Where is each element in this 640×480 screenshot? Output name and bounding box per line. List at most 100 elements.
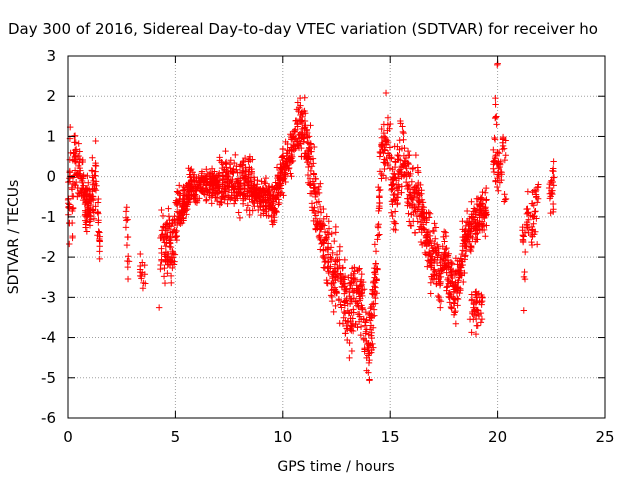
data-point [532, 188, 539, 195]
data-point [378, 134, 386, 141]
data-point [416, 223, 424, 230]
data-point [472, 330, 480, 338]
data-point [325, 218, 332, 225]
data-point [468, 198, 475, 205]
data-point [476, 214, 483, 221]
data-point [123, 241, 131, 249]
data-point [275, 199, 283, 207]
data-point [268, 213, 275, 221]
data-point [249, 207, 256, 214]
data-point [270, 217, 278, 224]
data-point [440, 228, 448, 235]
data-point [376, 194, 383, 201]
data-point [445, 277, 453, 285]
data-point [494, 160, 501, 167]
data-point [346, 354, 353, 362]
data-point [418, 190, 425, 198]
data-point [368, 334, 375, 342]
data-point [122, 224, 130, 231]
data-point [359, 304, 366, 311]
data-point [92, 203, 99, 210]
data-point [357, 295, 364, 302]
data-point [236, 214, 244, 222]
data-point [371, 241, 379, 248]
data-point [372, 300, 379, 307]
data-point [302, 110, 309, 117]
data-point [225, 186, 233, 194]
data-point [232, 182, 239, 190]
data-point [424, 263, 431, 270]
data-point [425, 228, 433, 236]
data-point [72, 182, 79, 189]
data-point [394, 187, 402, 194]
data-point [137, 250, 144, 258]
data-point [92, 137, 99, 145]
data-point [338, 304, 345, 311]
data-point [383, 141, 390, 148]
data-point [412, 183, 420, 190]
data-point [158, 227, 166, 234]
data-point [408, 204, 416, 211]
data-point [282, 138, 289, 146]
data-point [396, 137, 403, 144]
x-tick-label: 0 [63, 428, 73, 446]
data-point [398, 164, 406, 171]
data-point [378, 143, 385, 150]
data-point [257, 203, 264, 210]
data-point [358, 276, 365, 284]
data-point [402, 154, 410, 162]
data-point [520, 307, 527, 314]
data-point [457, 264, 464, 271]
data-point [273, 164, 281, 171]
data-point [163, 219, 170, 227]
data-point [347, 281, 354, 289]
data-point [260, 186, 267, 194]
data-point [352, 320, 359, 328]
data-point [248, 165, 255, 173]
data-point [72, 146, 80, 153]
data-point [353, 285, 360, 293]
data-point [405, 210, 412, 217]
data-point [229, 176, 236, 183]
data-point [242, 168, 250, 175]
data-point [310, 217, 317, 225]
data-point [194, 184, 201, 192]
data-point [427, 238, 434, 245]
data-point [177, 191, 184, 199]
data-point [372, 260, 379, 268]
data-point [432, 235, 439, 242]
data-point [166, 240, 174, 247]
data-point [304, 147, 312, 154]
data-point [87, 212, 95, 220]
data-point [159, 231, 166, 238]
data-point [224, 200, 231, 207]
data-point [360, 336, 368, 343]
data-point [170, 228, 177, 235]
data-point [482, 233, 489, 240]
data-point [320, 205, 327, 213]
data-point [348, 274, 355, 281]
data-point [325, 269, 333, 277]
data-point [421, 240, 428, 247]
data-point [301, 124, 309, 131]
data-point [227, 156, 235, 164]
data-point [395, 152, 403, 160]
data-point [325, 225, 333, 232]
data-point [472, 219, 479, 227]
data-point [337, 270, 344, 277]
data-point [211, 188, 218, 196]
data-point [268, 186, 276, 193]
data-point [461, 237, 468, 244]
data-point [78, 175, 85, 182]
data-point [480, 211, 487, 219]
data-point [233, 162, 240, 170]
data-point [138, 275, 145, 282]
data-point [361, 322, 369, 329]
data-point [355, 266, 363, 273]
data-point [232, 197, 239, 204]
data-point [389, 212, 396, 220]
data-point [412, 151, 420, 159]
data-point [493, 183, 501, 191]
data-point [191, 192, 198, 200]
data-point [402, 178, 410, 186]
